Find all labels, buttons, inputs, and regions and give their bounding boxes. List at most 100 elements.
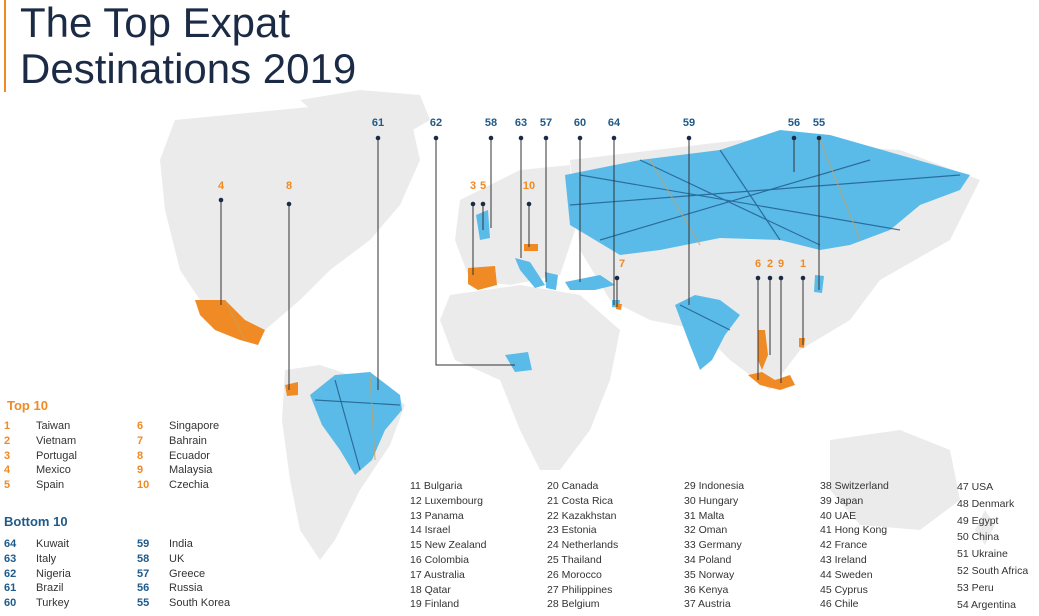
brazil-region [310,372,402,475]
list-item: 40 UAE [820,509,857,522]
map-label-6: 6 [754,258,762,270]
map-label-8: 8 [285,180,293,192]
map-label-3: 3 [469,180,477,192]
list-item: 32 Oman [684,524,728,537]
list-item: 25 Thailand [547,553,602,566]
bottom-regions [310,130,970,475]
title-line-2: Destinations 2019 [20,45,357,92]
nigeria-region [505,352,532,372]
list-item: 47 USA [957,481,994,493]
list-item: 9 Malaysia [137,464,213,477]
bottom10-heading: Bottom 10 [4,514,68,529]
mexico-region [195,300,265,345]
map-label-1: 1 [799,258,807,270]
list-item: 59 India [137,538,193,550]
list-item: 38 Switzerland [820,480,889,492]
list-item: 21 Costa Rica [547,494,613,507]
italy-region [515,258,545,288]
orange-stripes [224,139,861,461]
list-item: 10 Czechia [137,479,209,492]
australia-land [830,430,960,530]
list-item: 14 Israel [410,524,451,537]
top10-heading: Top 10 [7,398,48,413]
list-item: 28 Belgium [547,598,600,611]
list-item: 22 Kazakhstan [547,509,617,522]
others-col-1: 11 Bulgaria 12 Luxembourg 13 Panama 14 I… [410,479,486,612]
list-item: 23 Estonia [547,524,597,537]
list-item: 24 Netherlands [547,539,619,552]
list-item: 44 Sweden [820,568,873,581]
list-item: 41 Hong Kong [820,524,888,537]
map-label-2: 2 [766,258,774,270]
list-item: 2 Vietnam [4,434,77,447]
list-item: 45 Cyprus [820,583,868,596]
turkey-region [565,275,615,290]
greenland-land [300,90,430,140]
list-item: 53 Peru [957,581,994,594]
list-item: 55 South Korea [137,597,231,610]
map-label-4: 4 [217,180,225,192]
map-label-62: 62 [429,117,443,129]
leader-dots [218,135,822,281]
others-col-5: 47 USA 48 Denmark 49 Egypt 50 China 51 U… [957,479,1028,613]
list-item: 35 Norway [684,568,735,581]
bottom10-col1: 64 Kuwait 63 Italy 62 Nigeria 61 Brazil 60 Tu… [4,537,71,611]
north-america-land [160,105,420,335]
malaysia-singapore-region [748,372,795,390]
greece-region [545,272,558,290]
list-item: 8 Ecuador [137,449,210,462]
ecuador-region [285,382,298,396]
india-region [675,295,740,370]
map-label-9: 9 [777,258,785,270]
map-label-59: 59 [682,117,696,129]
list-item: 58 UK [137,552,185,565]
map-label-10: 10 [522,180,536,192]
map-label-57: 57 [539,117,553,129]
list-item: 51 Ukraine [957,548,1008,561]
new-zealand-land [975,510,995,545]
czechia-region [524,244,538,251]
others-col-2: 20 Canada 21 Costa Rica 22 Kazakhstan 23… [547,479,618,612]
list-item: 49 Egypt [957,514,999,527]
list-item: 63 Italy [4,552,57,565]
bottom10-col2: 59 India 58 UK 57 Greece 56 Russia 55 South K… [137,537,230,611]
list-item: 37 Austria [684,598,731,611]
others-col-4: 38 Switzerland 39 Japan 40 UAE 41 Hong K… [820,479,889,612]
vietnam-region [758,330,768,370]
list-item: 48 Denmark [957,497,1015,510]
map-label-56: 56 [787,117,801,129]
map-label-64: 64 [607,117,621,129]
list-item: 20 Canada [547,480,599,492]
top10-col2: 6 Singapore 7 Bahrain 8 Ecuador 9 Malaysia 1… [137,419,219,493]
page-title: The Top Expat Destinations 2019 [4,0,460,92]
list-item: 5 Spain [4,479,65,492]
list-item: 15 New Zealand [410,539,487,552]
list-item: 6 Singapore [137,420,220,432]
list-item: 18 Qatar [410,583,451,596]
list-item: 31 Malta [684,509,725,522]
list-item: 57 Greece [137,567,206,580]
list-item: 30 Hungary [684,494,739,507]
list-item: 3 Portugal [4,449,77,462]
list-item: 33 Germany [684,539,742,552]
leader-lines [220,138,820,390]
list-item: 34 Poland [684,553,732,566]
map-label-60: 60 [573,117,587,129]
list-item: 26 Morocco [547,568,602,581]
list-item: 19 Finland [410,598,460,611]
list-item: 13 Panama [410,509,464,522]
list-item: 4 Mexico [4,464,71,477]
list-item: 12 Luxembourg [410,494,483,507]
list-item: 60 Turkey [4,597,70,610]
list-item: 1 Taiwan [4,420,71,432]
map-label-7: 7 [618,258,626,270]
list-item: 39 Japan [820,494,864,507]
map-label-63: 63 [514,117,528,129]
europe-land [455,165,575,285]
map-label-5: 5 [479,180,487,192]
list-item: 50 China [957,531,1000,544]
top-regions [195,244,805,396]
africa-land [440,285,620,470]
list-item: 61 Brazil [4,582,64,595]
